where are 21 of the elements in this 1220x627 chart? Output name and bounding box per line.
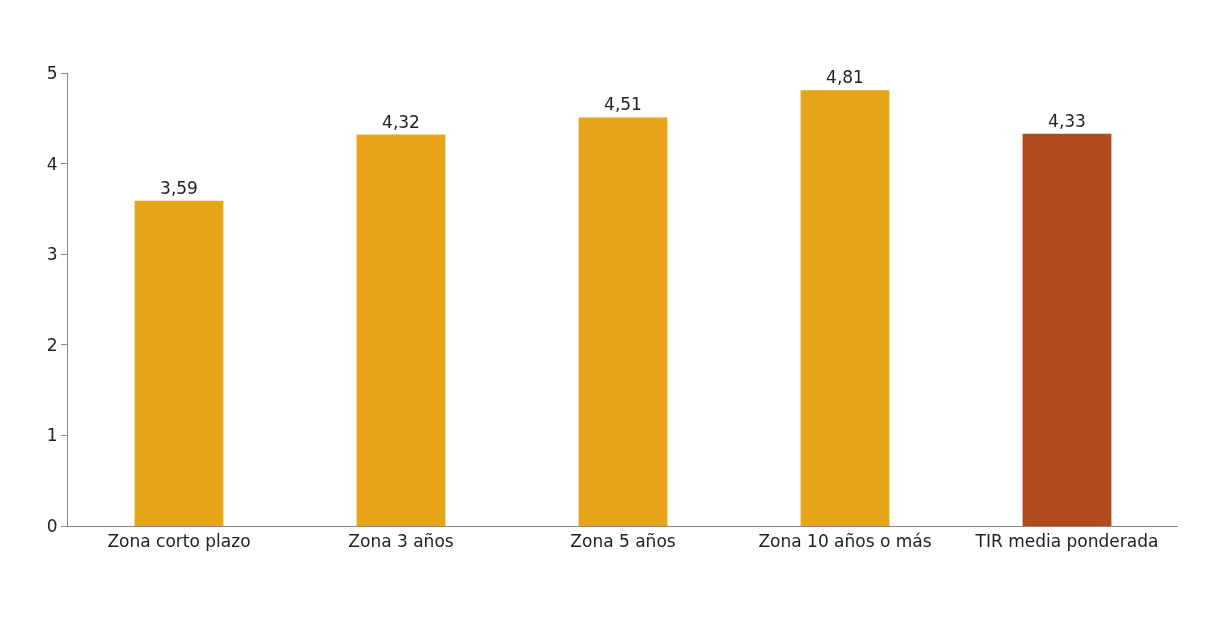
data-label: 4,51 — [604, 94, 642, 115]
y-tick-label: 5 — [46, 62, 58, 83]
bar — [134, 200, 224, 526]
y-tick-label: 0 — [46, 515, 58, 536]
y-tick-label: 1 — [46, 425, 58, 446]
bar — [578, 117, 668, 526]
y-tick-label: 2 — [46, 334, 58, 355]
data-label: 4,32 — [382, 111, 420, 132]
data-label: 4,33 — [1048, 110, 1086, 131]
data-label: 3,59 — [160, 177, 198, 198]
bar — [356, 134, 446, 526]
x-tick-label: Zona 5 años — [570, 531, 676, 552]
bar — [800, 90, 890, 526]
x-tick-label: Zona corto plazo — [107, 531, 251, 552]
bar — [1022, 133, 1112, 526]
y-tick-label: 3 — [46, 244, 58, 265]
x-tick-label: Zona 10 años o más — [758, 531, 932, 552]
x-tick-label: TIR media ponderada — [974, 531, 1159, 552]
y-tick-label: 4 — [46, 153, 58, 174]
x-tick-label: Zona 3 años — [348, 531, 454, 552]
data-label: 4,81 — [826, 67, 864, 88]
